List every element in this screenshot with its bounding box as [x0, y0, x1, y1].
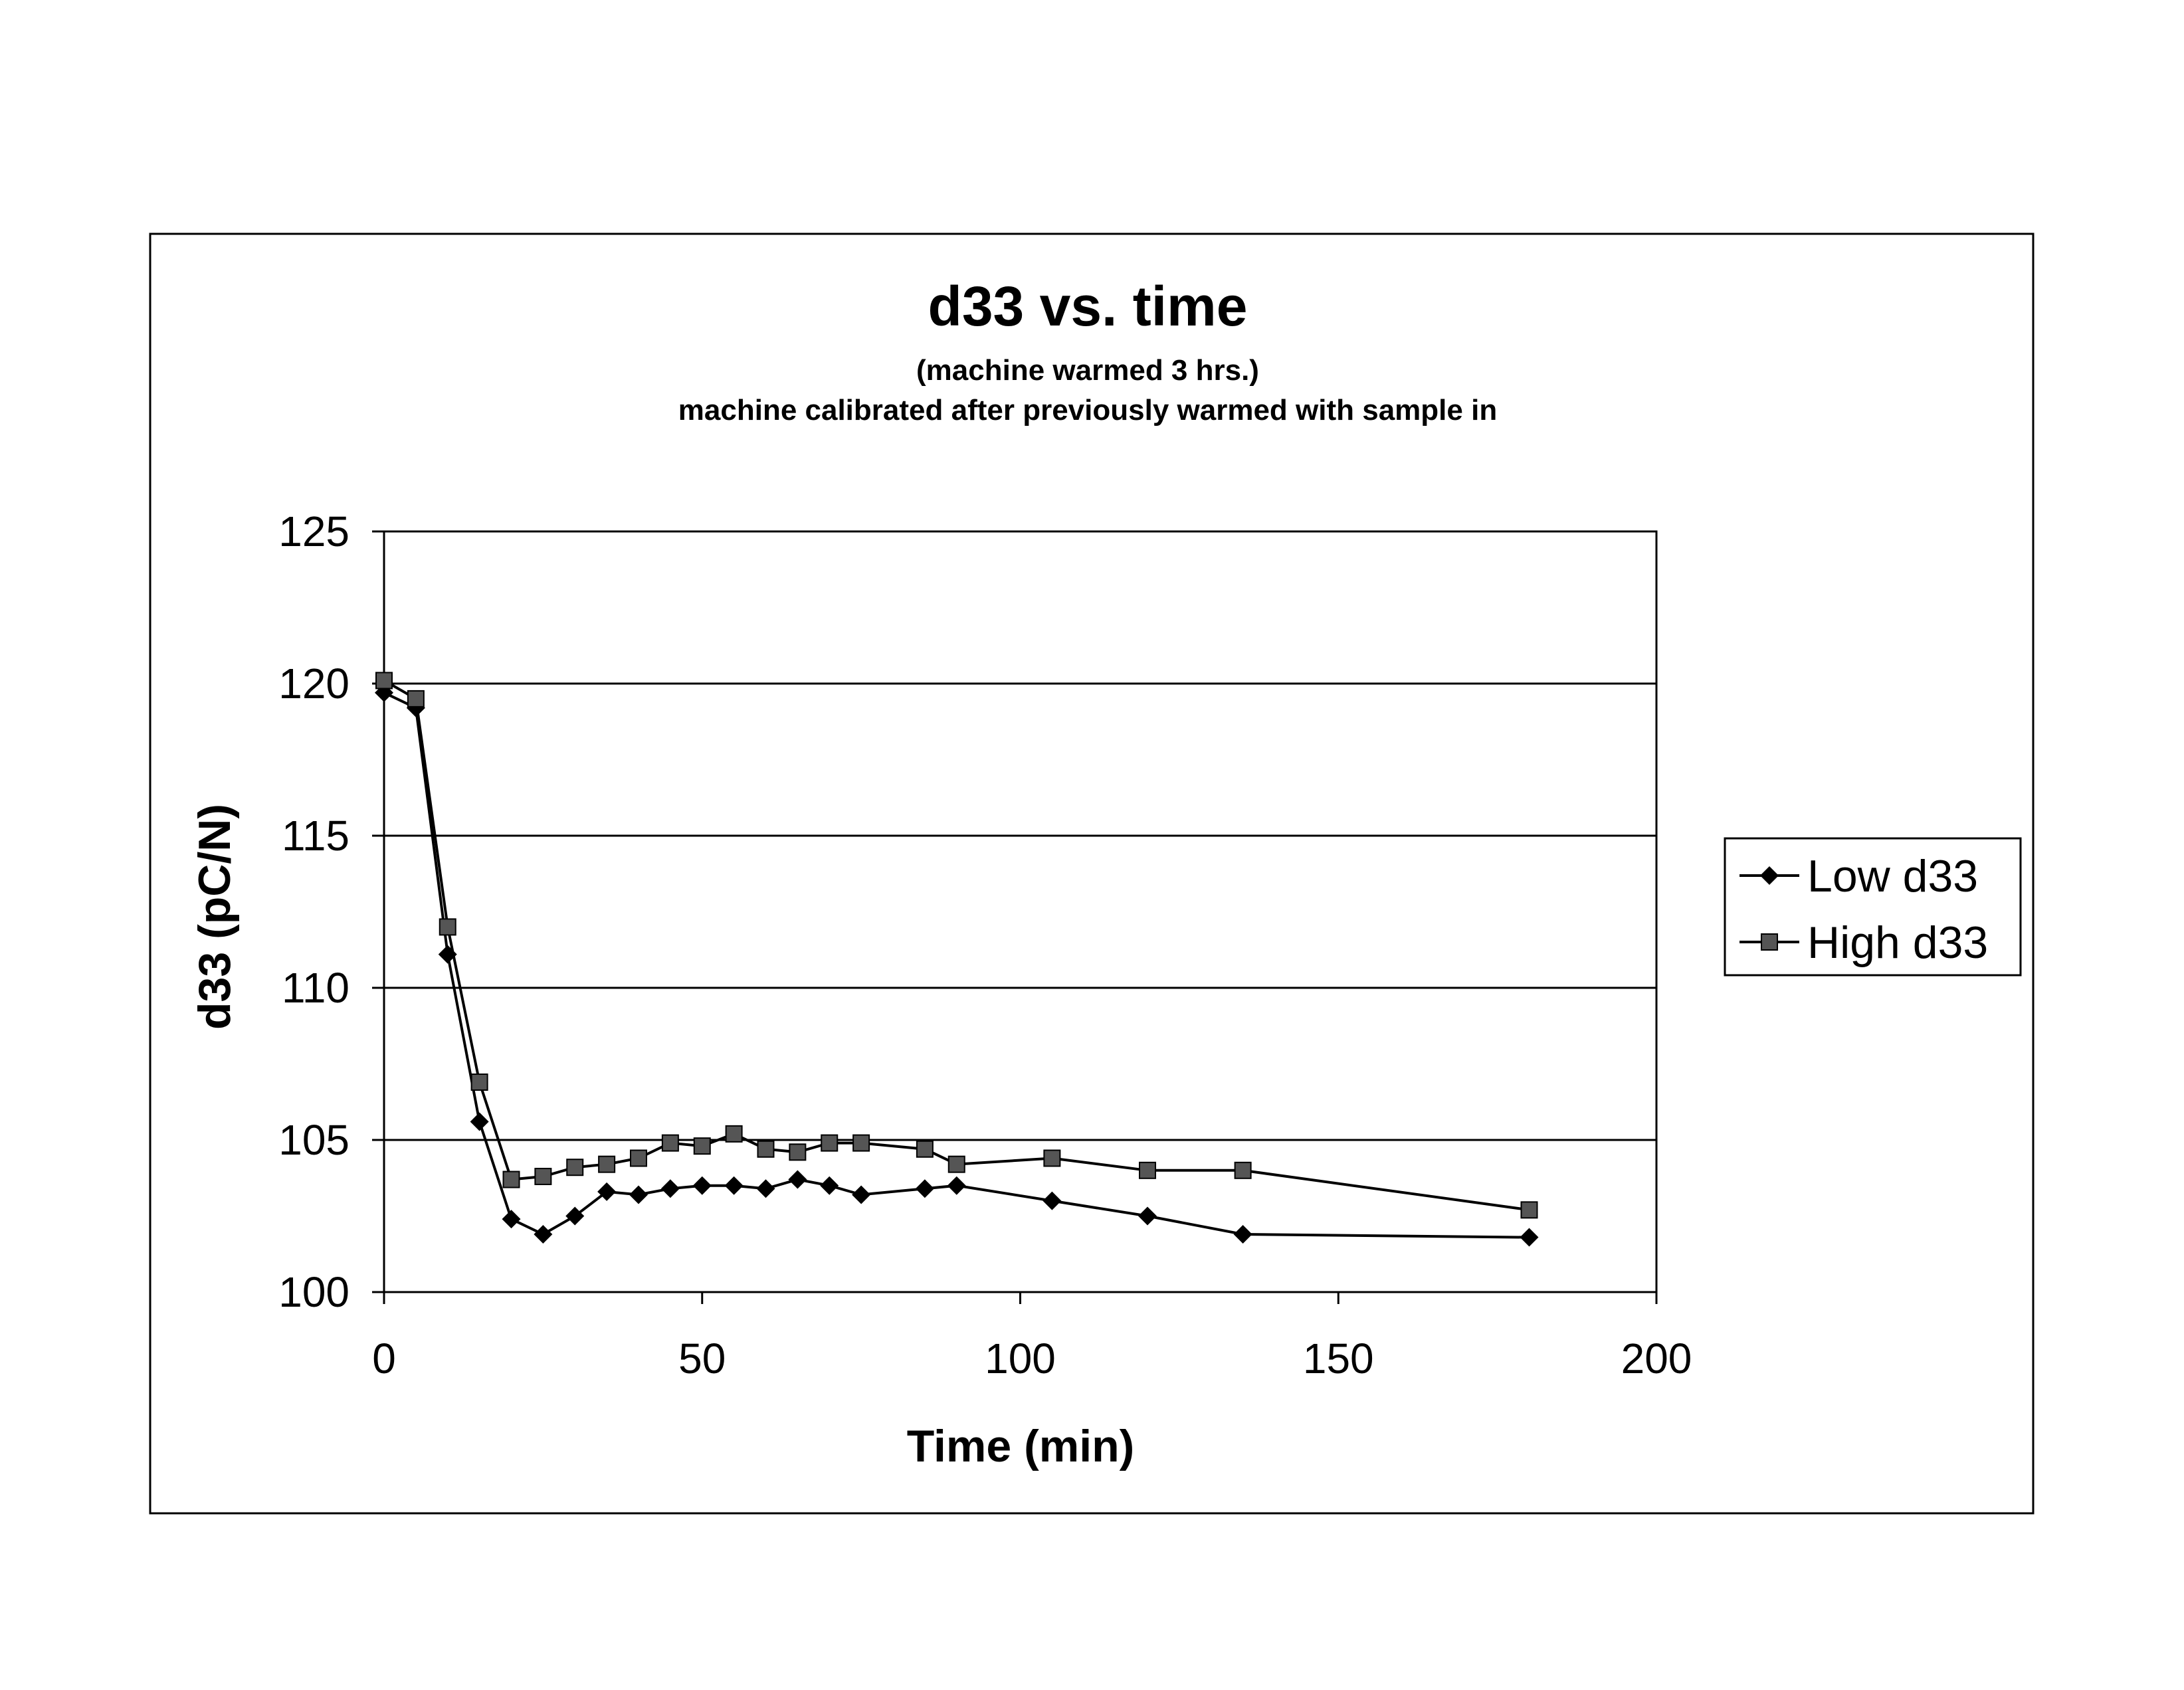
data-point-high-d33	[439, 918, 456, 936]
data-point-high-d33	[916, 1140, 934, 1158]
data-point-high-d33	[725, 1125, 743, 1143]
data-point-high-d33	[630, 1149, 647, 1167]
data-point-low-d33	[1233, 1224, 1252, 1244]
data-point-low-d33	[692, 1176, 712, 1195]
series-layer	[375, 672, 1539, 1247]
data-point-high-d33	[852, 1134, 870, 1152]
data-point-high-d33	[470, 1073, 488, 1091]
y-tick-label: 115	[282, 812, 349, 860]
data-point-high-d33	[821, 1134, 839, 1152]
data-point-high-d33	[661, 1134, 679, 1152]
legend: Low d33 High d33	[1724, 837, 2022, 977]
data-point-low-d33	[820, 1176, 839, 1195]
data-point-high-d33	[375, 672, 393, 690]
data-point-high-d33	[789, 1143, 807, 1161]
x-tick-label: 0	[372, 1335, 396, 1382]
data-point-low-d33	[852, 1185, 871, 1204]
tick-labels: 100 105 110 115 120 125 0 50 100 150 200	[278, 508, 1692, 1382]
chart-frame	[149, 233, 2035, 1515]
x-axis-title: Time (min)	[907, 1421, 1135, 1471]
chart-title: d33 vs. time	[928, 275, 1248, 337]
data-point-low-d33	[756, 1179, 775, 1198]
legend-box	[1724, 837, 2022, 977]
data-point-high-d33	[566, 1159, 584, 1176]
data-point-low-d33	[502, 1210, 521, 1229]
chart-subtitle-2: machine calibrated after previously warm…	[678, 394, 1497, 426]
legend-high-label: High d33	[1807, 917, 1988, 968]
data-point-high-d33	[693, 1137, 711, 1155]
data-point-high-d33	[598, 1155, 616, 1173]
data-point-high-d33	[534, 1167, 552, 1185]
x-tick-label: 100	[985, 1335, 1056, 1382]
plot-area	[383, 530, 1658, 1293]
x-tick-label: 150	[1303, 1335, 1374, 1382]
y-tick-label: 120	[278, 660, 349, 707]
data-point-low-d33	[724, 1176, 744, 1195]
legend-high-marker	[1761, 933, 1778, 951]
legend-low-label: Low d33	[1807, 851, 1978, 901]
data-point-low-d33	[947, 1176, 966, 1195]
data-point-low-d33	[1042, 1191, 1062, 1210]
data-point-low-d33	[788, 1170, 807, 1189]
data-point-high-d33	[757, 1140, 775, 1158]
x-tick-label: 200	[1621, 1335, 1692, 1382]
series-line-low-d33	[383, 691, 1530, 1239]
data-point-low-d33	[660, 1179, 680, 1198]
data-point-low-d33	[1520, 1228, 1539, 1247]
data-point-low-d33	[629, 1185, 648, 1204]
legend-low-marker	[1760, 866, 1779, 885]
grid-lines	[384, 682, 1656, 1141]
y-axis-title: d33 (pC/N)	[189, 804, 240, 1030]
data-point-high-d33	[947, 1155, 965, 1173]
x-tick-label: 50	[678, 1335, 726, 1382]
data-point-high-d33	[502, 1171, 520, 1188]
y-tick-label: 110	[282, 964, 349, 1012]
data-point-high-d33	[407, 690, 425, 707]
y-tick-label: 100	[278, 1268, 349, 1316]
data-point-low-d33	[470, 1112, 489, 1131]
chart-subtitle-1: (machine warmed 3 hrs.)	[916, 354, 1259, 387]
y-tick-label: 125	[278, 508, 349, 555]
data-point-low-d33	[1138, 1206, 1157, 1226]
data-point-low-d33	[534, 1224, 553, 1244]
data-point-high-d33	[1139, 1161, 1156, 1179]
data-point-high-d33	[1043, 1149, 1061, 1167]
data-point-low-d33	[597, 1182, 617, 1201]
data-point-low-d33	[915, 1179, 934, 1198]
data-point-high-d33	[1520, 1201, 1538, 1219]
data-point-high-d33	[1234, 1161, 1252, 1179]
series-line-high-d33	[383, 679, 1530, 1212]
y-tick-label: 105	[278, 1116, 349, 1164]
data-point-low-d33	[565, 1206, 585, 1226]
